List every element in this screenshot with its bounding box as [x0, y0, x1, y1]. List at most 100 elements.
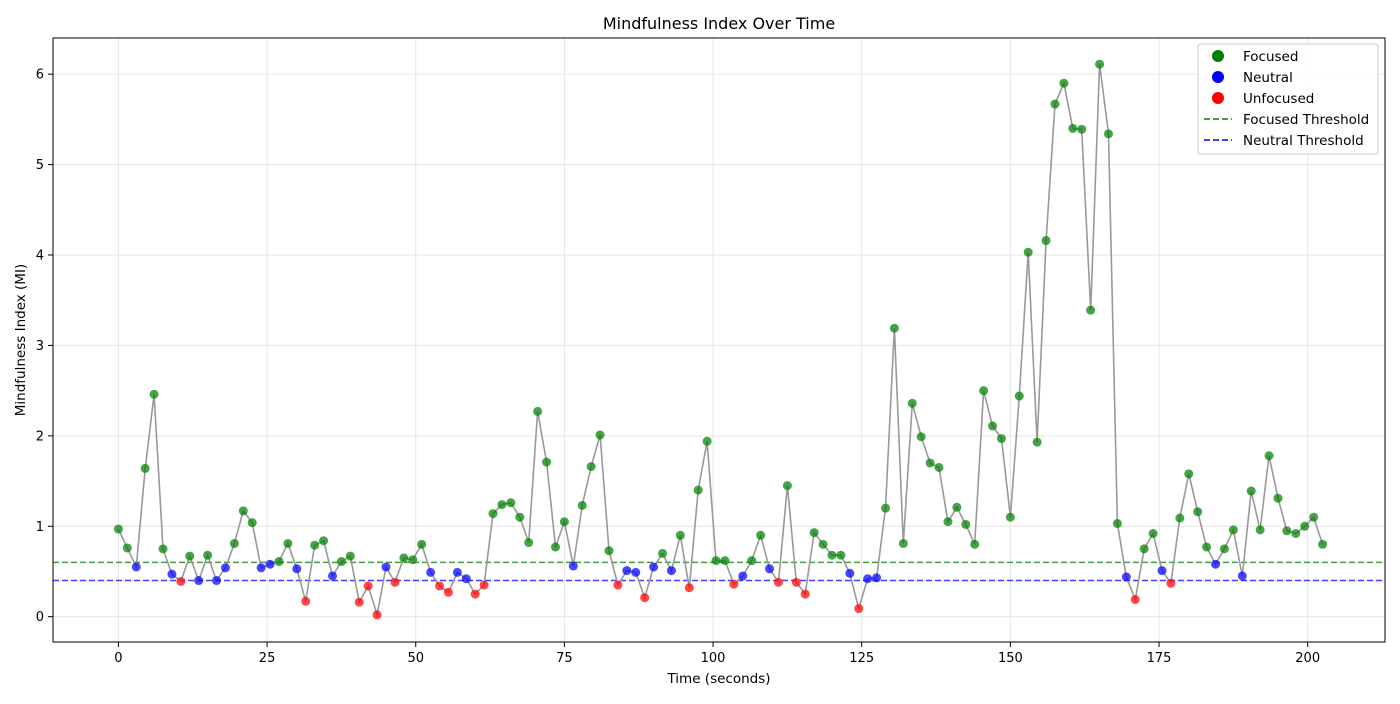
data-point-focused [604, 546, 614, 556]
y-tick-label: 0 [36, 610, 44, 625]
data-point-unfocused [854, 604, 864, 614]
data-point-unfocused [363, 581, 373, 591]
y-tick-label: 1 [36, 520, 44, 535]
legend: Focused Neutral Unfocused Focused Threshold… [1197, 43, 1379, 155]
legend-label: Focused Threshold [1243, 112, 1369, 128]
y-tick-label: 3 [36, 339, 44, 354]
data-point-focused [506, 498, 516, 508]
data-point-neutral [194, 576, 204, 586]
data-point-neutral [292, 564, 302, 574]
x-tick-label: 100 [701, 651, 726, 666]
data-point-focused [586, 462, 596, 472]
data-point-focused [1139, 544, 1149, 554]
data-point-neutral [265, 559, 275, 569]
data-point-focused [319, 536, 329, 546]
data-point-focused [524, 538, 534, 548]
data-point-focused [1077, 124, 1087, 134]
data-point-focused [1068, 123, 1078, 133]
data-point-focused [1032, 437, 1042, 447]
data-point-focused [203, 550, 213, 560]
data-point-focused [1246, 486, 1256, 496]
data-point-focused [889, 323, 899, 333]
data-point-neutral [461, 574, 471, 584]
data-point-focused [675, 530, 685, 540]
data-point-focused [149, 389, 159, 399]
data-point-unfocused [372, 610, 382, 620]
data-point-focused [113, 524, 123, 534]
y-tick-label: 4 [36, 249, 44, 264]
data-point-focused [310, 540, 320, 550]
data-point-focused [720, 556, 730, 566]
data-point-neutral [622, 566, 632, 576]
x-tick-label: 75 [556, 651, 573, 666]
data-point-focused [782, 481, 792, 491]
y-tick-label: 5 [36, 158, 44, 173]
data-point-focused [533, 406, 543, 416]
data-point-focused [1095, 59, 1105, 69]
data-point-focused [1202, 542, 1212, 552]
legend-label: Focused [1243, 49, 1298, 65]
data-point-focused [1023, 247, 1033, 257]
legend-box [1197, 43, 1379, 155]
data-point-focused [979, 386, 989, 396]
data-point-focused [577, 500, 587, 510]
data-point-focused [140, 463, 150, 473]
data-point-unfocused [435, 581, 445, 591]
data-point-neutral [452, 567, 462, 577]
data-point-focused [559, 517, 569, 527]
data-point-unfocused [470, 589, 480, 599]
data-point-neutral [1211, 559, 1221, 569]
data-point-neutral [381, 562, 391, 572]
data-point-neutral [765, 564, 775, 574]
data-point-neutral [1237, 571, 1247, 581]
data-point-unfocused [354, 597, 364, 607]
x-tick-label: 50 [407, 651, 424, 666]
data-point-focused [1175, 513, 1185, 523]
data-point-focused [934, 462, 944, 472]
data-point-focused [417, 539, 427, 549]
legend-marker-neutral [1212, 71, 1224, 83]
data-point-focused [1273, 493, 1283, 503]
data-point-focused [274, 557, 284, 567]
data-point-focused [1282, 526, 1292, 536]
data-point-focused [1264, 451, 1274, 461]
data-point-focused [1005, 512, 1015, 522]
data-point-focused [952, 502, 962, 512]
data-point-focused [122, 543, 132, 553]
data-point-unfocused [443, 587, 453, 597]
data-point-focused [1059, 78, 1069, 88]
data-point-unfocused [479, 580, 489, 590]
data-point-neutral [872, 573, 882, 583]
data-point-focused [898, 538, 908, 548]
data-point-neutral [327, 571, 337, 581]
data-point-unfocused [301, 596, 311, 606]
data-point-focused [542, 457, 552, 467]
data-point-unfocused [684, 583, 694, 593]
chart-title: Mindfulness Index Over Time [603, 14, 835, 33]
data-point-focused [907, 398, 917, 408]
data-point-unfocused [1166, 578, 1176, 588]
data-point-focused [756, 530, 766, 540]
legend-marker-unfocused [1212, 92, 1224, 104]
data-point-focused [1014, 391, 1024, 401]
data-point-focused [1228, 525, 1238, 535]
data-point-focused [247, 518, 257, 528]
data-point-focused [988, 421, 998, 431]
data-point-neutral [568, 561, 578, 571]
data-point-focused [1050, 99, 1060, 109]
x-tick-label: 175 [1147, 651, 1172, 666]
data-point-neutral [1157, 566, 1167, 576]
data-point-focused [336, 557, 346, 567]
legend-marker-focused [1212, 50, 1224, 62]
data-point-unfocused [640, 593, 650, 603]
data-point-unfocused [791, 577, 801, 587]
legend-label: Neutral [1243, 70, 1293, 86]
data-point-focused [497, 500, 507, 510]
plot-frame [52, 37, 1386, 643]
data-point-neutral [426, 567, 436, 577]
data-point-focused [1193, 507, 1203, 517]
y-axis-label: Mindfulness Index (MI) [13, 264, 29, 416]
data-point-focused [1291, 528, 1301, 538]
data-point-focused [747, 556, 757, 566]
data-point-focused [658, 548, 668, 558]
